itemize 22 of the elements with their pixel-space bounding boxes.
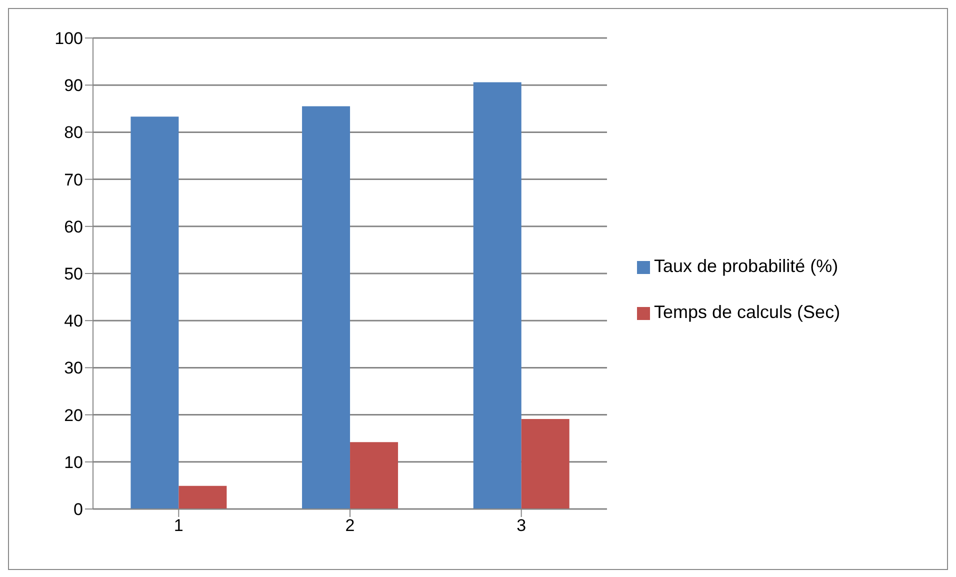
bar <box>521 419 570 509</box>
y-tick-label: 50 <box>64 264 83 284</box>
y-tick-label: 30 <box>64 358 83 378</box>
bar <box>178 486 227 509</box>
legend-label: Temps de calculs (Sec) <box>654 302 840 322</box>
legend-label: Taux de probabilité (%) <box>654 256 838 276</box>
x-tick-label: 3 <box>516 516 526 536</box>
x-tick-label: 1 <box>174 516 184 536</box>
y-tick-label: 90 <box>64 76 83 96</box>
bar <box>302 106 350 509</box>
bar <box>473 82 522 509</box>
y-tick-label: 80 <box>64 123 83 142</box>
bar <box>350 442 398 509</box>
y-tick-label: 20 <box>64 406 83 425</box>
y-tick-label: 40 <box>64 312 83 331</box>
y-tick-label: 70 <box>64 170 83 190</box>
y-tick-label: 60 <box>64 217 83 236</box>
x-tick-label: 2 <box>345 516 355 536</box>
y-tick-label: 100 <box>54 29 83 48</box>
bar <box>130 116 179 509</box>
y-tick-label: 0 <box>74 500 83 520</box>
y-tick-label: 10 <box>64 452 83 472</box>
